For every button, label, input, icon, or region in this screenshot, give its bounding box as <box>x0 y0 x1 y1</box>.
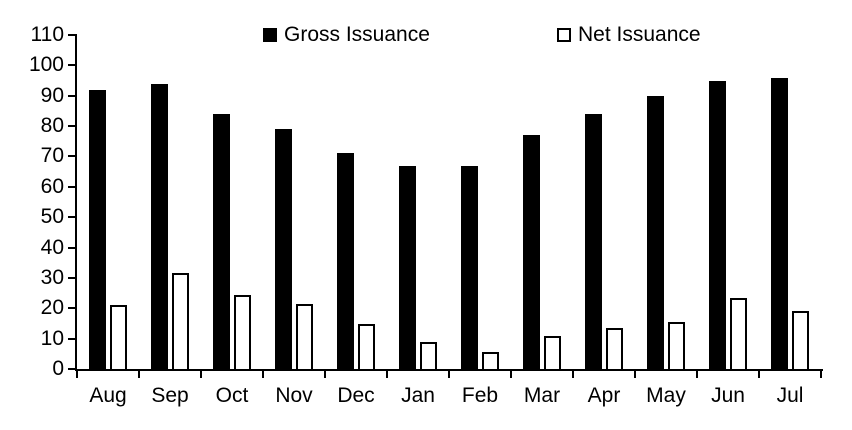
y-tick <box>68 307 77 310</box>
x-tick <box>386 369 388 378</box>
bar-net-issuance-aug <box>110 305 127 369</box>
x-tick <box>262 369 264 378</box>
y-tick-label: 70 <box>40 144 64 168</box>
y-tick-label: 30 <box>40 265 64 289</box>
x-tick <box>324 369 326 378</box>
x-tick <box>696 369 698 378</box>
month-label: Jul <box>776 384 804 407</box>
bar-gross-issuance-jan <box>399 165 416 369</box>
month-label: Dec <box>337 384 375 407</box>
gross-issuance-swatch-icon <box>263 28 277 42</box>
bar-net-issuance-oct <box>234 294 251 369</box>
month-label: May <box>646 384 686 407</box>
bar-gross-issuance-sep <box>151 83 168 369</box>
legend-item-net-issuance: Net Issuance <box>557 23 701 47</box>
bar-net-issuance-jul <box>792 311 809 369</box>
bar-net-issuance-feb <box>482 352 499 369</box>
y-tick <box>68 125 77 128</box>
bar-gross-issuance-jun <box>709 80 726 369</box>
x-tick <box>76 369 78 378</box>
x-tick <box>448 369 450 378</box>
y-tick <box>68 94 77 97</box>
x-tick <box>200 369 202 378</box>
x-tick <box>572 369 574 378</box>
y-tick-label: 60 <box>40 174 64 198</box>
bar-gross-issuance-dec <box>337 153 354 369</box>
bar-gross-issuance-nov <box>275 129 292 369</box>
month-label: Jan <box>401 384 435 407</box>
plot-area <box>77 35 821 369</box>
x-tick <box>138 369 140 378</box>
bar-net-issuance-sep <box>172 273 189 369</box>
bar-net-issuance-mar <box>544 335 561 369</box>
y-tick-label: 50 <box>40 205 64 229</box>
y-tick-label: 110 <box>30 23 64 46</box>
net-issuance-swatch-icon <box>557 28 571 42</box>
y-tick-label: 10 <box>40 326 64 350</box>
month-label: Sep <box>151 384 189 407</box>
month-label: Mar <box>523 384 561 407</box>
y-tick <box>68 368 77 370</box>
y-tick <box>68 246 77 249</box>
bar-gross-issuance-oct <box>213 113 230 369</box>
bar-gross-issuance-mar <box>523 135 540 369</box>
y-tick <box>68 337 77 340</box>
y-tick-label: 100 <box>28 53 64 77</box>
month-label: Nov <box>275 384 313 407</box>
y-axis-line <box>75 35 77 371</box>
y-tick <box>68 216 77 219</box>
y-tick-label: 80 <box>40 114 64 138</box>
month-label: Oct <box>215 384 249 407</box>
y-tick-label: 20 <box>40 296 64 320</box>
bar-net-issuance-apr <box>606 328 623 369</box>
legend-label-net-issuance: Net Issuance <box>578 23 701 46</box>
bar-net-issuance-dec <box>358 323 375 369</box>
bar-gross-issuance-jul <box>771 77 788 369</box>
bar-gross-issuance-may <box>647 95 664 369</box>
y-tick-label: 0 <box>52 357 64 380</box>
y-tick <box>68 185 77 188</box>
legend-item-gross-issuance: Gross Issuance <box>263 23 430 47</box>
month-label: Feb <box>461 384 499 407</box>
y-tick <box>68 276 77 279</box>
legend-label-gross-issuance: Gross Issuance <box>284 23 430 46</box>
bar-net-issuance-jun <box>730 297 747 369</box>
y-tick <box>68 64 77 67</box>
bar-net-issuance-may <box>668 321 685 369</box>
bar-gross-issuance-aug <box>89 89 106 369</box>
month-label: Jun <box>711 384 745 407</box>
x-tick <box>820 369 822 378</box>
y-tick <box>68 155 77 158</box>
bar-gross-issuance-feb <box>461 165 478 369</box>
x-tick <box>634 369 636 378</box>
y-tick <box>68 34 77 36</box>
y-tick-label: 90 <box>40 83 64 107</box>
x-tick <box>758 369 760 378</box>
bar-net-issuance-nov <box>296 303 313 369</box>
y-tick-label: 40 <box>40 235 64 259</box>
month-label: Apr <box>587 384 621 407</box>
bar-gross-issuance-apr <box>585 113 602 369</box>
bar-net-issuance-jan <box>420 341 437 369</box>
month-label: Aug <box>89 384 127 407</box>
x-tick <box>510 369 512 378</box>
